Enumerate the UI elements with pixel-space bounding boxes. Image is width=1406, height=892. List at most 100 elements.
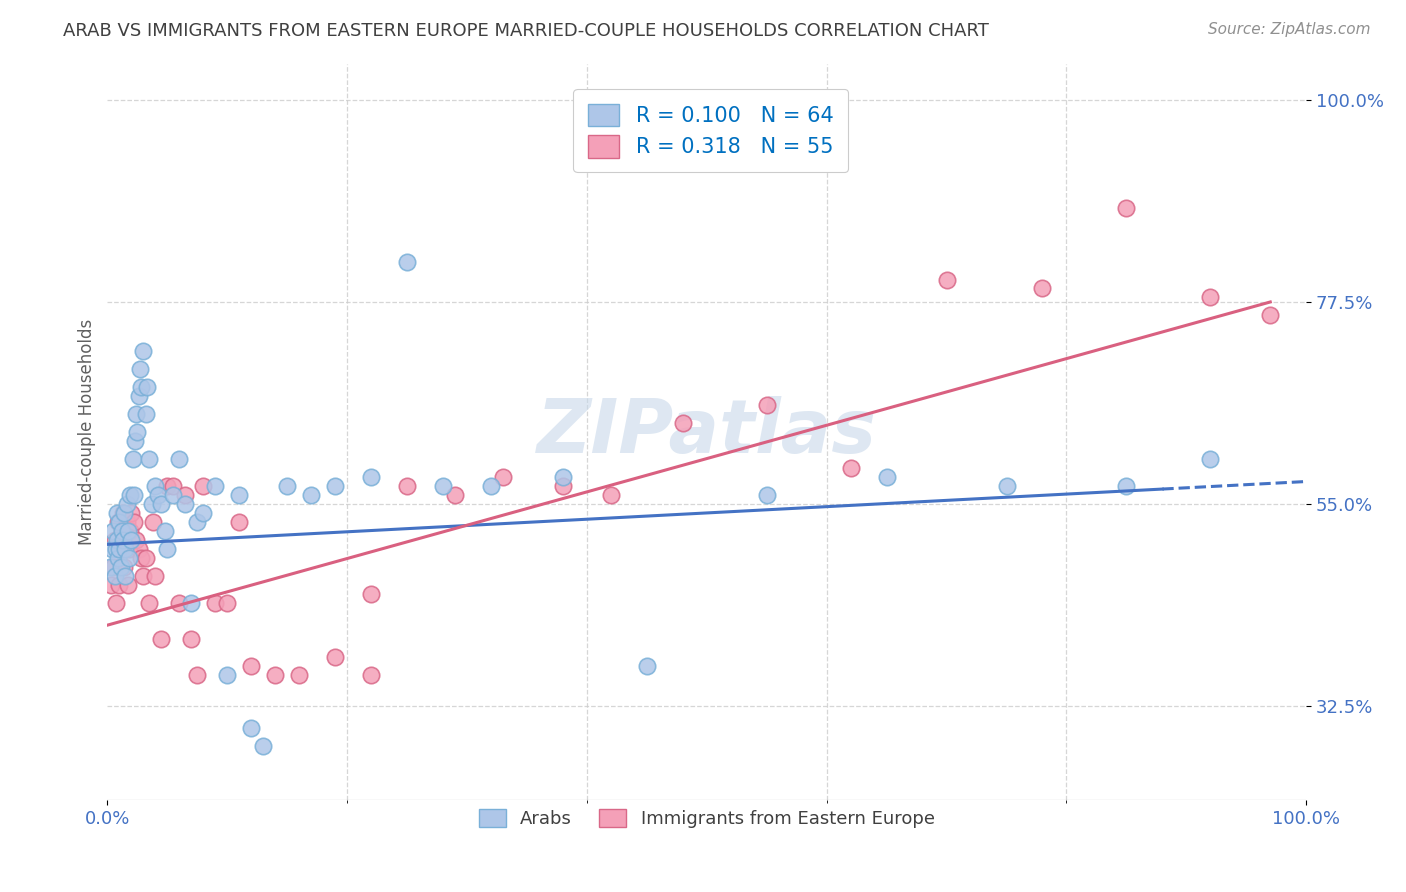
Point [129,380,152,394]
Point [122,515,145,529]
Point [135,550,157,565]
Point [112,506,135,520]
Point [153,524,176,538]
Point [114,568,136,582]
Point [105,533,128,547]
Point [228,488,250,502]
Point [150,497,173,511]
Point [432,479,454,493]
Point [1031,281,1053,295]
Point [115,515,138,529]
Point [180,596,202,610]
Point [217,596,239,610]
Point [228,515,250,529]
Point [108,515,131,529]
Point [204,479,226,493]
Point [114,541,136,556]
Point [193,506,215,520]
Point [288,667,311,681]
Point [111,533,134,547]
Point [396,254,419,268]
Point [186,667,208,681]
Point [995,479,1018,493]
Point [1115,201,1137,215]
Point [599,488,621,502]
Point [136,380,159,394]
Point [142,515,165,529]
Point [128,541,150,556]
Point [107,550,129,565]
Point [1258,309,1281,323]
Point [111,524,134,538]
Point [360,667,382,681]
Point [839,461,862,475]
Point [120,524,142,538]
Point [146,488,169,502]
Point [396,479,419,493]
Point [143,479,166,493]
Point [323,479,346,493]
Point [186,515,208,529]
Point [156,479,179,493]
Point [169,596,191,610]
Point [125,533,148,547]
Point [935,272,957,286]
Point [672,416,695,430]
Point [114,541,136,556]
Point [132,344,155,359]
Point [103,559,125,574]
Point [876,470,898,484]
Y-axis label: Married-couple Households: Married-couple Households [79,319,96,545]
Point [103,533,125,547]
Point [252,739,274,754]
Point [264,667,287,681]
Point [110,559,132,574]
Point [121,452,143,467]
Point [105,506,128,520]
Point [128,389,150,403]
Point [103,524,125,538]
Point [162,479,184,493]
Point [104,541,127,556]
Point [111,506,134,520]
Point [162,488,184,502]
Point [120,533,142,547]
Point [135,407,157,421]
Point [360,587,382,601]
Point [108,578,131,592]
Point [117,578,139,592]
Point [122,488,145,502]
Point [360,470,382,484]
Text: Source: ZipAtlas.com: Source: ZipAtlas.com [1208,22,1371,37]
Point [138,452,160,467]
Point [129,550,152,565]
Text: ZIPatlas: ZIPatlas [537,396,877,468]
Point [551,470,574,484]
Point [120,488,142,502]
Point [125,407,148,421]
Point [117,524,139,538]
Point [169,452,191,467]
Point [115,497,138,511]
Point [100,578,122,592]
Point [111,524,134,538]
Point [193,479,215,493]
Point [636,658,658,673]
Text: ARAB VS IMMIGRANTS FROM EASTERN EUROPE MARRIED-COUPLE HOUSEHOLDS CORRELATION CHA: ARAB VS IMMIGRANTS FROM EASTERN EUROPE M… [63,22,990,40]
Point [127,425,149,439]
Point [1199,452,1222,467]
Point [108,541,131,556]
Point [180,632,202,646]
Point [479,479,502,493]
Point [150,632,173,646]
Point [299,488,322,502]
Point [276,479,298,493]
Point [1199,290,1222,304]
Point [104,596,127,610]
Point [98,559,121,574]
Point [1115,479,1137,493]
Point [174,497,197,511]
Point [323,649,346,664]
Point [112,559,135,574]
Point [132,568,155,582]
